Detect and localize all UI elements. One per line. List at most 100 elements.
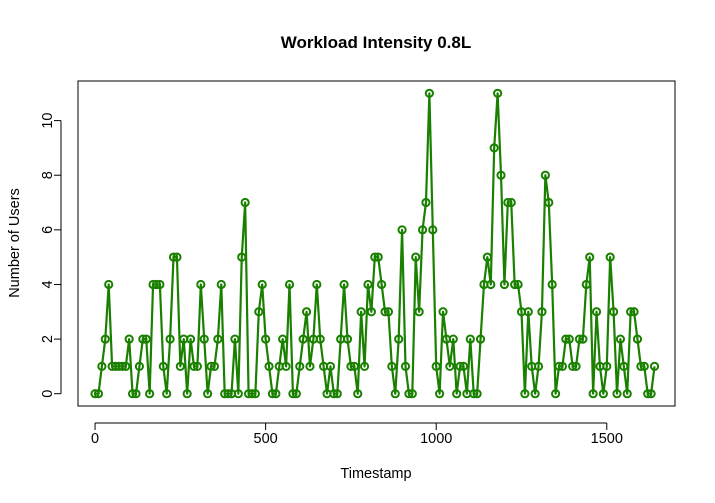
data-point: [141, 334, 151, 344]
data-point: [438, 307, 448, 317]
data-point: [431, 361, 441, 371]
data-point: [452, 389, 462, 399]
data-point: [390, 389, 400, 399]
y-tick-label: 2: [40, 335, 56, 343]
data-point: [305, 361, 315, 371]
data-point: [165, 334, 175, 344]
data-point: [223, 389, 233, 399]
x-tick-label: 1500: [591, 431, 623, 447]
data-point: [370, 252, 380, 262]
data-point: [209, 361, 220, 371]
data-point: [366, 307, 376, 317]
series-layer: [90, 88, 660, 399]
data-point: [608, 307, 619, 317]
data-point: [131, 389, 141, 399]
data-point: [523, 307, 533, 317]
data-point: [301, 307, 312, 317]
data-point: [605, 252, 615, 262]
data-point: [373, 252, 383, 262]
data-point: [281, 361, 291, 371]
data-point: [97, 361, 107, 371]
x-tick-label: 0: [91, 431, 99, 447]
data-point: [203, 389, 213, 399]
data-point: [400, 361, 411, 371]
data-point: [465, 334, 475, 344]
data-point: [346, 361, 356, 371]
data-point: [278, 334, 288, 344]
data-point: [339, 279, 349, 290]
data-point: [475, 334, 486, 344]
data-point: [250, 389, 260, 399]
data-point: [284, 279, 295, 290]
data-point: [472, 389, 482, 399]
data-point: [261, 334, 271, 344]
data-point: [90, 389, 100, 399]
data-point: [342, 334, 353, 344]
data-point: [561, 334, 571, 344]
data-point: [496, 170, 506, 180]
data-point: [380, 307, 390, 317]
data-point: [591, 307, 602, 317]
data-point: [291, 389, 301, 399]
data-point: [329, 389, 339, 399]
data-point: [127, 389, 138, 399]
data-point: [574, 334, 585, 344]
data-point: [626, 307, 636, 317]
y-tick-label: 6: [40, 226, 56, 234]
data-point: [445, 361, 455, 371]
data-point: [646, 389, 656, 399]
data-point: [578, 334, 588, 344]
data-point: [104, 279, 114, 290]
data-point: [469, 389, 479, 399]
data-point: [394, 334, 404, 344]
data-point: [581, 279, 591, 290]
data-point: [503, 197, 513, 208]
data-point: [332, 389, 342, 399]
data-point: [298, 334, 308, 344]
data-point: [551, 389, 561, 399]
data-point: [428, 225, 438, 235]
data-point: [175, 361, 185, 371]
data-point: [499, 279, 510, 290]
data-point: [448, 334, 458, 344]
data-point: [356, 307, 366, 317]
data-point: [93, 389, 104, 399]
data-point: [530, 389, 540, 399]
data-point: [407, 389, 417, 399]
data-point: [482, 252, 492, 262]
data-point: [455, 361, 465, 371]
x-tick-label: 1000: [420, 431, 452, 447]
data-point: [397, 225, 407, 235]
data-point: [100, 334, 110, 344]
data-point: [537, 307, 547, 317]
data-point: [411, 252, 421, 262]
data-point: [264, 361, 274, 371]
data-point: [510, 279, 520, 290]
data-point: [643, 389, 653, 399]
data-point: [237, 252, 247, 262]
data-point: [458, 361, 469, 371]
x-tick-label: 500: [254, 431, 278, 447]
data-point: [588, 389, 598, 399]
data-point: [168, 252, 179, 262]
y-axis-label: Number of Users: [7, 188, 23, 298]
data-point: [138, 334, 148, 344]
data-point: [247, 389, 257, 399]
data-point: [192, 361, 202, 371]
plot-frame: [77, 80, 676, 407]
data-point: [363, 279, 373, 290]
data-point: [619, 361, 629, 371]
data-point: [257, 279, 267, 290]
data-point: [117, 361, 127, 371]
data-point: [295, 361, 305, 371]
data-point: [639, 361, 649, 371]
data-point: [199, 334, 209, 344]
data-point: [233, 389, 243, 399]
data-point: [216, 279, 226, 290]
data-point: [540, 170, 550, 180]
data-point: [636, 361, 646, 371]
series-line: [95, 92, 656, 395]
data-point: [629, 307, 639, 317]
data-point: [585, 252, 595, 262]
